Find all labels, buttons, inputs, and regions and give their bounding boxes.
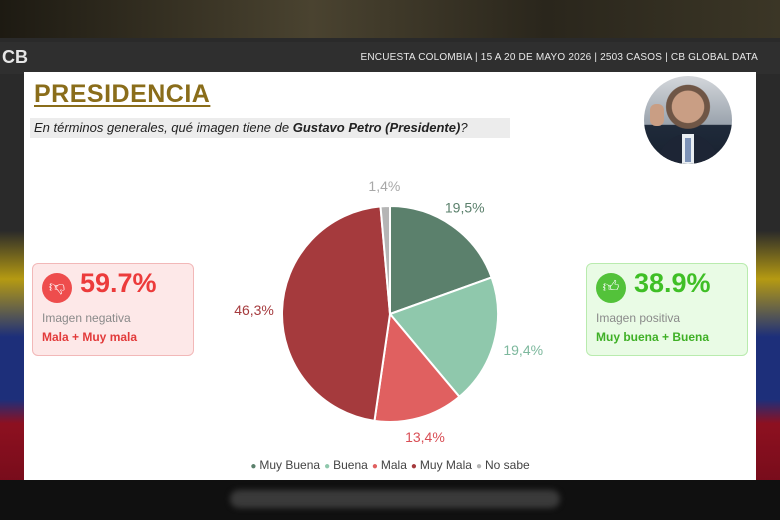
negative-sub: Mala + Muy mala: [42, 330, 138, 344]
legend-item-muy-mala: ● Muy Mala: [411, 458, 472, 472]
legend-label: Buena: [333, 458, 368, 472]
legend-item-no-sabe: ● No sabe: [476, 458, 530, 472]
pie-slice-mala: [373, 311, 461, 423]
blurred-caption: [230, 490, 560, 508]
legend-item-mala: ● Mala: [372, 458, 407, 472]
avatar: [644, 76, 732, 164]
thumbs-down-icon: 👎︎: [42, 273, 72, 303]
positive-percent: 38.9%: [634, 268, 711, 298]
legend-dot: ●: [410, 461, 417, 472]
question-prefix: En términos generales, qué imagen tiene …: [34, 120, 293, 135]
legend-label: Mala: [380, 458, 407, 472]
pie-slice-no-sabe: [379, 204, 391, 315]
data-label-muy-buena: 19,5%: [445, 200, 485, 216]
legend-dot: ●: [324, 461, 331, 472]
survey-card: PRESIDENCIA En términos generales, qué i…: [24, 72, 756, 480]
legend-item-muy-buena: ● Muy Buena: [250, 458, 320, 472]
legend-dot: ●: [250, 461, 257, 472]
question-suffix: ?: [460, 120, 468, 135]
pie-chart: 19,5% 19,4% 13,4% 46,3% 1,4%: [234, 178, 543, 445]
survey-info: ENCUESTA COLOMBIA | 15 A 20 DE MAYO 2026…: [360, 52, 758, 63]
legend-label: Muy Mala: [419, 458, 472, 472]
pie-slice-muy-mala: [281, 205, 392, 423]
data-label-buena: 19,4%: [503, 342, 543, 358]
data-label-muy-mala: 46,3%: [234, 302, 274, 318]
data-label-no-sabe: 1,4%: [368, 178, 400, 194]
positive-image-box: 👍︎ 38.9% Imagen positiva Muy buena + Bue…: [586, 263, 748, 356]
header-bar: [0, 42, 780, 74]
negative-image-box: 👎︎ 59.7% Imagen negativa Mala + Muy mala: [32, 263, 194, 356]
pie-slice-buena: [388, 276, 499, 399]
legend-item-buena: ● Buena: [324, 458, 368, 472]
question-name: Gustavo Petro (Presidente): [292, 120, 461, 135]
legend-label: No sabe: [484, 458, 530, 472]
legend-dot: ●: [475, 461, 482, 472]
legend-label: Muy Buena: [259, 458, 321, 472]
survey-question: En términos generales, qué imagen tiene …: [30, 118, 510, 138]
positive-label: Imagen positiva: [596, 311, 681, 325]
page-title: PRESIDENCIA: [34, 80, 211, 108]
pie-slice-muy-buena: [389, 204, 493, 316]
brand-logo: CB: [2, 47, 28, 67]
negative-label: Imagen negativa: [42, 311, 131, 325]
background-top: [0, 0, 780, 38]
positive-sub: Muy buena + Buena: [596, 330, 710, 344]
chart-legend: ● Muy Buena ● Buena ● Mala ● Muy Mala ● No sabe: [24, 458, 756, 472]
data-label-mala: 13,4%: [405, 429, 445, 445]
legend-dot: ●: [371, 461, 378, 472]
negative-percent: 59.7%: [80, 268, 157, 298]
thumbs-up-icon: 👍︎: [596, 273, 626, 303]
